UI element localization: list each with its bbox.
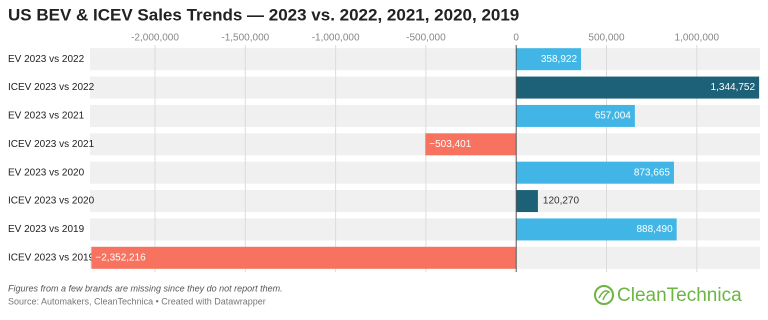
value-label: 358,922	[541, 54, 578, 65]
bar	[516, 48, 582, 71]
y-tick-label: ICEV 2023 vs 2021	[8, 139, 95, 150]
y-tick-label: ICEV 2023 vs 2022	[8, 82, 95, 93]
y-tick-label: ICEV 2023 vs 2019	[8, 252, 95, 263]
y-tick-label: EV 2023 vs 2020	[8, 167, 85, 178]
x-tick-label: 1,000,000	[675, 33, 720, 44]
value-label: −503,401	[429, 139, 471, 150]
chart-title: US BEV & ICEV Sales Trends — 2023 vs. 20…	[8, 5, 519, 24]
y-tick-label: ICEV 2023 vs 2020	[8, 196, 95, 207]
bar	[516, 104, 635, 127]
notes: Figures from a few brands are missing si…	[8, 283, 283, 293]
bar	[425, 133, 517, 156]
bar	[516, 218, 677, 241]
bar	[516, 190, 538, 213]
row-band	[90, 133, 760, 156]
row-band	[90, 104, 760, 127]
logo: CleanTechnica	[594, 285, 742, 306]
value-label: −2,352,216	[95, 252, 146, 263]
logo-text: CleanTechnica	[617, 285, 742, 306]
x-tick-label: -1,500,000	[221, 33, 269, 44]
x-tick-label: 500,000	[588, 33, 625, 44]
value-label: 1,344,752	[711, 82, 756, 93]
source: Source: Automakers, CleanTechnica • Crea…	[8, 296, 266, 306]
row-band	[90, 48, 760, 71]
logo-icon	[594, 285, 614, 305]
bar	[91, 246, 517, 269]
logo-leaf	[598, 290, 611, 301]
bar	[516, 76, 760, 99]
x-tick-label: -1,000,000	[312, 33, 360, 44]
x-tick-label: -2,000,000	[131, 33, 179, 44]
x-tick-label: -500,000	[406, 33, 446, 44]
y-tick-label: EV 2023 vs 2021	[8, 111, 85, 122]
x-tick-label: 0	[513, 33, 519, 44]
value-label: 657,004	[595, 111, 632, 122]
y-tick-label: EV 2023 vs 2022	[8, 54, 85, 65]
value-label: 120,270	[543, 196, 580, 207]
y-tick-label: EV 2023 vs 2019	[8, 224, 85, 235]
row-band	[90, 190, 760, 213]
value-label: 873,665	[634, 167, 671, 178]
bar	[516, 161, 674, 184]
value-label: 888,490	[636, 224, 673, 235]
